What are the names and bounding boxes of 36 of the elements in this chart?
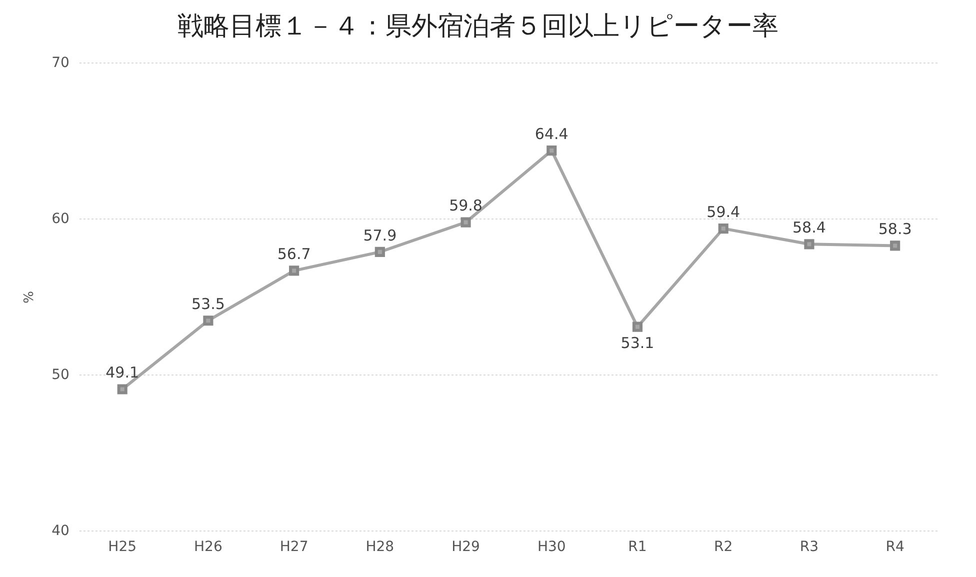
chart-title: 戦略目標１－４：県外宿泊者５回以上リピーター率 bbox=[178, 11, 778, 42]
x-tick-label: H30 bbox=[537, 539, 566, 556]
data-label: 58.3 bbox=[878, 220, 912, 238]
point bbox=[460, 217, 471, 228]
data-label: 59.8 bbox=[449, 196, 482, 215]
x-tick-label: H28 bbox=[366, 539, 394, 556]
data-label: 64.4 bbox=[534, 124, 568, 143]
data-label: 57.9 bbox=[363, 226, 397, 244]
point bbox=[289, 266, 300, 276]
y-tick-label: 40 bbox=[52, 522, 70, 539]
y-tick-label: 50 bbox=[52, 366, 70, 383]
point bbox=[718, 224, 728, 234]
data-label: 56.7 bbox=[277, 245, 311, 264]
data-label: 53.5 bbox=[192, 294, 225, 313]
data-label: 59.4 bbox=[706, 202, 740, 221]
x-tick-label: R4 bbox=[886, 539, 904, 556]
data-label: 53.1 bbox=[620, 334, 654, 352]
point bbox=[374, 246, 385, 257]
x-tick-label: H25 bbox=[108, 539, 137, 556]
x-tick-label: H27 bbox=[280, 539, 308, 556]
y-tick-label: 70 bbox=[52, 54, 70, 71]
x-tick-label: R2 bbox=[714, 539, 733, 556]
data-label: 49.1 bbox=[106, 364, 140, 382]
data-label: 58.4 bbox=[792, 218, 826, 237]
point bbox=[804, 239, 814, 250]
point bbox=[632, 322, 643, 332]
x-tick-label: H29 bbox=[452, 539, 480, 556]
x-tick-label: H26 bbox=[194, 539, 222, 556]
x-tick-label: R3 bbox=[800, 539, 819, 556]
point bbox=[117, 384, 128, 394]
point bbox=[546, 146, 557, 156]
y-axis-title: % bbox=[22, 291, 38, 304]
point bbox=[890, 240, 900, 251]
x-tick-label: R1 bbox=[628, 539, 647, 556]
y-tick-label: 60 bbox=[52, 210, 70, 227]
point bbox=[203, 316, 214, 326]
